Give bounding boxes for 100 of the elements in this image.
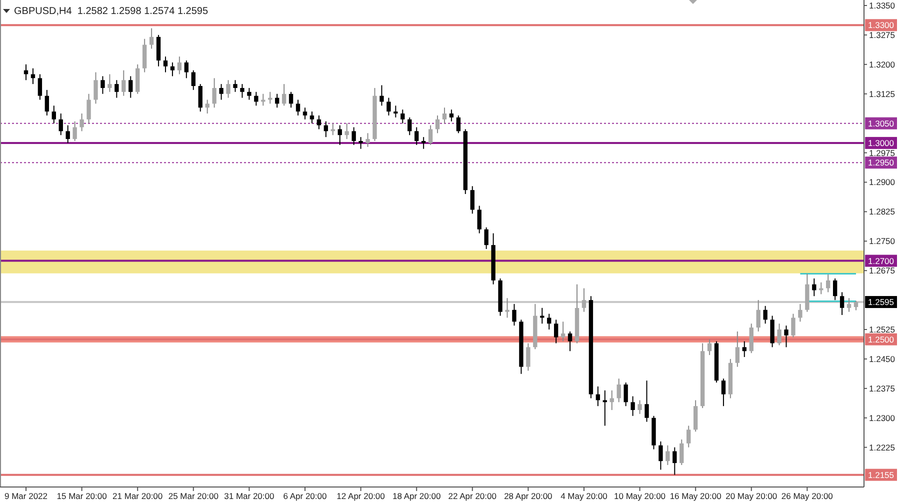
candlestick [784,325,788,348]
candlestick [386,97,391,116]
candlestick [38,74,42,100]
candlestick [142,38,147,73]
candlestick [114,80,119,98]
candlestick [610,390,614,411]
y-tick-label: 1.2900 [869,177,896,188]
candlestick [344,122,349,140]
x-tick-label: 31 Mar 20:00 [224,491,275,501]
candlestick [770,315,774,348]
candlestick [128,76,133,98]
candlestick [108,74,112,92]
x-tick-label: 22 Apr 20:00 [448,491,497,501]
candlestick [219,84,224,100]
x-tick-label: 28 Apr 20:00 [504,491,553,501]
candlestick [358,136,363,150]
candlestick [352,126,356,146]
candlestick [554,319,558,344]
y-tick-label: 1.3350 [869,0,896,10]
x-tick-label: 16 May 20:00 [670,491,722,501]
candlestick [512,303,516,326]
candlestick [505,298,510,318]
ref-line-label: 1.2950 [868,158,894,168]
candlestick [136,64,140,94]
candlestick [602,390,607,426]
candlestick [624,382,628,407]
ref-line-label: 1.2155 [868,470,894,480]
candlestick [66,124,70,144]
candlestick [400,109,405,124]
ref-line-label: 1.2700 [868,256,894,266]
candlestick [247,87,252,100]
candlestick [122,70,126,96]
candlestick [254,91,258,106]
candlestick [686,425,691,448]
candlestick [310,111,314,124]
candlestick [616,378,621,403]
y-tick-label: 1.2675 [869,266,896,276]
candlestick [100,76,105,94]
candlestick [282,84,286,106]
candlestick [484,226,488,250]
ref-line-label: 1.3300 [868,20,894,30]
ref-line-label: 1.3050 [868,118,894,128]
candlestick [52,105,56,124]
candlestick [428,124,433,146]
candlestick [191,70,196,90]
x-tick-label: 4 May 20:00 [560,491,608,501]
candlestick [94,72,98,104]
candlestick [735,330,740,368]
x-tick-label: 12 Apr 20:00 [336,491,386,501]
candlestick [456,114,461,134]
candlestick [80,113,84,132]
candlestick [177,56,182,75]
candlestick [44,89,50,116]
x-tick-label: 25 Mar 20:00 [168,491,219,501]
y-tick-label: 1.2825 [869,206,896,217]
candlestick [58,113,63,136]
candlestick [72,120,77,142]
candlestick [854,300,858,311]
y-tick-label: 1.2525 [869,324,896,334]
candlestick [380,84,384,106]
candlestick [170,62,175,77]
y-tick-label: 1.3275 [869,30,896,40]
candlestick [846,298,852,312]
candlestick [394,105,398,118]
candlestick [832,278,838,301]
x-tick-label: 10 May 20:00 [614,491,666,501]
candlestick [268,91,272,104]
candlestick [302,107,308,120]
candlestick [184,60,189,79]
y-tick-label: 1.2450 [869,354,896,364]
candlestick [442,107,447,124]
y-tick-label: 1.2750 [869,236,896,246]
candlestick [658,440,663,470]
candlestick [296,99,300,116]
x-tick-label: 15 Mar 20:00 [56,491,108,501]
candlestick [826,274,830,293]
ref-line-label: 1.2500 [868,334,894,344]
candlestick [408,116,412,136]
candlestick [163,56,168,73]
candlestick [791,313,796,338]
candlestick [742,340,746,358]
candlestick [798,303,802,322]
candlestick [366,132,370,148]
candlestick [212,78,216,108]
candlestick [547,313,552,330]
candlestick [630,396,635,416]
y-tick-label: 1.3125 [869,88,896,99]
y-tick-label: 1.3200 [869,59,896,70]
ref-line-label: 1.2595 [868,296,894,307]
candlestick [644,380,649,422]
candlestick [666,444,670,466]
candlestick [477,205,482,234]
candlestick [156,34,161,67]
candlestick [672,446,677,476]
candlestick [638,400,642,414]
x-tick-label: 20 May 20:00 [726,491,778,501]
candlestick [149,28,154,50]
candlestick [707,338,712,356]
candlestick [198,84,202,112]
candlestick [338,124,342,146]
